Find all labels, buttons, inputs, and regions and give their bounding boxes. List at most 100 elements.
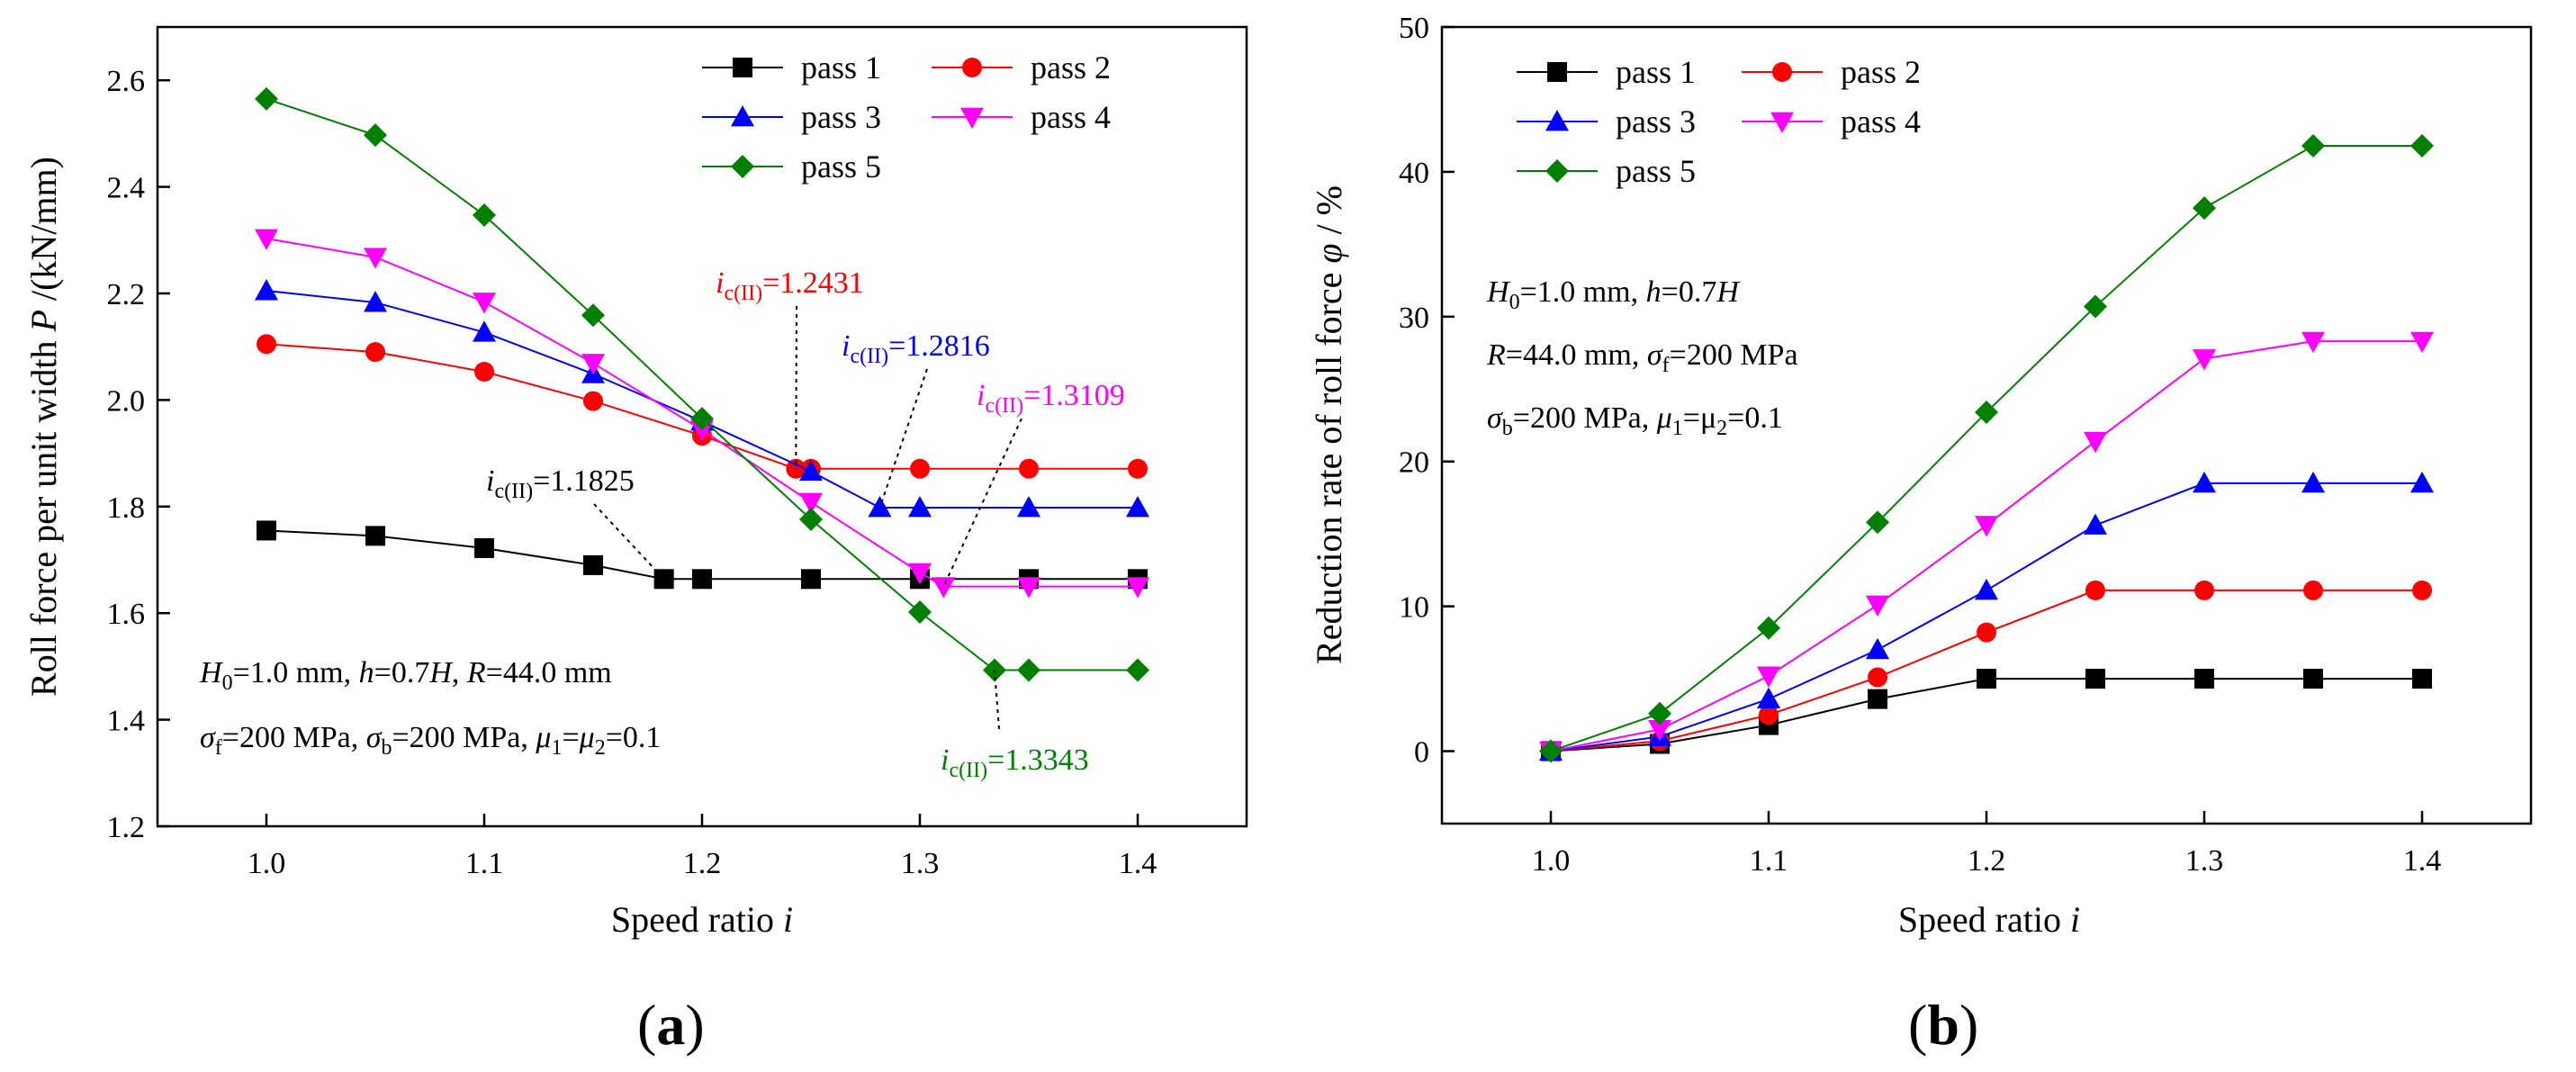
panel-a-series-5-point — [473, 203, 496, 227]
panel-b-series-4-point — [2084, 431, 2107, 454]
panel-a-series-1-point — [365, 526, 385, 546]
panel-a-annotation-leader — [942, 418, 1022, 588]
panel-b-y-tick-label: 40 — [1399, 157, 1429, 190]
panel-a-series-3-point — [1017, 495, 1040, 518]
panel-b-series-5-point — [2301, 133, 2325, 158]
panel-a-x-axis-label: Speed ratio i — [611, 899, 793, 940]
panel-b-series-3-point — [1757, 687, 1780, 709]
panel-a-series-5-line — [266, 97, 1138, 671]
panel-a-x-tick-label: 1.4 — [1119, 847, 1157, 880]
panel-a: ic(II)=1.1825 ic(II)=1.2431 ic(II)=1.2816 i… — [23, 25, 1248, 1057]
panel-a-y-tick-label: 2.6 — [107, 65, 146, 98]
panel-b-series-4-point — [1648, 720, 1671, 742]
panel-b-series-1-point — [1977, 669, 1996, 689]
panel-b-series-2-point — [2194, 580, 2214, 600]
panel-a-annotation-leader — [994, 670, 1000, 730]
panel-b-x-tick-label: 1.3 — [2185, 844, 2224, 878]
panel-a-annotation-label: ic(II)=1.1825 — [486, 464, 635, 503]
panel-b-series-4-point — [2410, 331, 2434, 354]
panel-b-series-3-point — [1975, 578, 1998, 600]
panel-a-series-2-point — [910, 458, 930, 479]
panel-a-series-5-point — [1126, 658, 1149, 682]
panel-b-condition-line-1: H0=1.0 mm, h=0.7H — [1486, 275, 1741, 314]
panel-b-legend-label: pass 3 — [1616, 104, 1696, 140]
panel-a-legend-swatch-marker — [731, 155, 754, 178]
panel-a-series-4-point — [364, 248, 387, 269]
panel-a-condition-line-2: σf=200 MPa, σb=200 MPa, μ1=μ2=0.1 — [200, 721, 661, 760]
panel-b-x-tick-label: 1.2 — [1968, 844, 2006, 878]
panel-a-annotation-label: ic(II)=1.3109 — [977, 379, 1125, 418]
panel-b-x-tick-label: 1.1 — [1750, 844, 1788, 878]
panel-a-series-4-point — [255, 229, 278, 251]
panel-a-annotation-leader — [795, 305, 797, 469]
panel-b-series-5-point — [1539, 739, 1563, 763]
panel-b-series-2-point — [1977, 622, 1996, 643]
panel-a-legend-swatch-marker — [962, 58, 982, 77]
panel-b-series-2-point — [1759, 705, 1779, 725]
panel-a-series-5-point — [581, 303, 605, 328]
panel-a-y-tick-label: 2.4 — [107, 172, 146, 205]
panel-a-y-axis-label: Roll force per unit width P /(kN/mm) — [23, 157, 64, 697]
panel-a-legend-label: pass 1 — [801, 50, 881, 86]
panel-b-legend-swatch-marker — [1545, 110, 1569, 131]
panel-b-y-tick-label: 10 — [1399, 591, 1429, 625]
panel-b-series-5-point — [1975, 401, 1998, 425]
panel-a-annotation-leader — [878, 368, 928, 509]
panel-b-series-4-point — [2193, 349, 2216, 371]
panel-b-condition-line-3: σb=200 MPa, μ1=μ2=0.1 — [1487, 401, 1783, 440]
panel-b-series-4-point — [2301, 331, 2325, 354]
panel-a-series-3-point — [908, 495, 932, 518]
panel-a-series-2-point — [474, 362, 494, 383]
panel-a-ticks: 1.0 1.1 1.2 1.3 1.4 1.2 1.4 1.6 1.8 2.0 2.2 2.4 2.6 — [107, 65, 1157, 880]
panel-b-label: (b) — [1908, 993, 1978, 1057]
panel-b-legend-label: pass 4 — [1841, 104, 1921, 140]
panel-b-y-axis-label: Reduction rate of roll force φ / % — [1309, 185, 1349, 664]
panel-a-annotation-leader — [593, 503, 665, 580]
panel-a-x-tick-label: 1.1 — [465, 847, 504, 880]
panel-b-series-3-point — [2410, 471, 2434, 493]
panel-a-y-tick-label: 1.4 — [107, 705, 146, 738]
panel-a-y-tick-label: 1.8 — [107, 491, 146, 525]
panel-b-plot-marks — [1539, 133, 2434, 763]
panel-a-series-2-point — [257, 334, 276, 355]
panel-b-legend-label: pass 2 — [1841, 54, 1921, 90]
panel-a-annotation-label: ic(II)=1.2816 — [842, 329, 990, 368]
panel-b-legend-swatch-marker — [1770, 112, 1794, 133]
panel-b-series-4-point — [1757, 666, 1780, 688]
panel-b-legend-label: pass 1 — [1616, 54, 1696, 90]
panel-b-legend: pass 1 pass 2 pass 3 pass 4 pass 5 — [1517, 54, 1921, 189]
panel-a-legend-label: pass 2 — [1031, 50, 1111, 86]
panel-a-y-tick-label: 2.0 — [107, 384, 146, 418]
panel-b-series-1-point — [2303, 669, 2323, 689]
panel-a-series-1-point — [801, 569, 821, 590]
panel-b-y-tick-label: 20 — [1399, 446, 1429, 480]
panel-a-series-4-point — [1126, 577, 1149, 599]
panel-b-legend-swatch-marker — [1547, 62, 1567, 82]
panel-b-series-5-point — [2193, 196, 2216, 221]
panel-a-series-2-line — [266, 343, 1138, 470]
panel-a-series-3-point — [799, 459, 823, 482]
panel-a-series-2-point — [583, 391, 603, 411]
panel-a-y-tick-label: 1.2 — [107, 811, 146, 844]
panel-a-label: (a) — [637, 993, 705, 1057]
panel-a-series-1-point — [583, 554, 603, 575]
panel-a-series-5-point — [908, 600, 932, 625]
panel-a-y-tick-label: 1.6 — [107, 598, 146, 631]
panel-b-series-5-point — [2410, 133, 2434, 158]
panel-b-x-tick-label: 1.0 — [1532, 844, 1571, 878]
panel-a-series-3-point — [473, 320, 496, 342]
panel-a-x-tick-label: 1.2 — [683, 847, 722, 880]
panel-a-annotations: ic(II)=1.1825 ic(II)=1.2431 ic(II)=1.2816 i… — [486, 266, 1125, 782]
panel-b-series-1-point — [2085, 669, 2105, 689]
panel-a-series-1-point — [692, 569, 712, 590]
panel-a-series-2-point — [1128, 458, 1148, 479]
panel-b-condition-line-2: R=44.0 mm, σf=200 MPa — [1486, 338, 1798, 377]
panel-a-series-3-point — [255, 279, 278, 301]
panel-b-series-3-point — [2193, 471, 2216, 493]
panel-b-legend-label: pass 5 — [1616, 153, 1696, 189]
panel-b-ticks: 1.0 1.1 1.2 1.3 1.4 0 10 20 30 40 50 — [1399, 12, 2441, 878]
panel-a-annotation-label: ic(II)=1.3343 — [941, 743, 1089, 782]
panel-a-x-tick-label: 1.0 — [248, 847, 286, 880]
